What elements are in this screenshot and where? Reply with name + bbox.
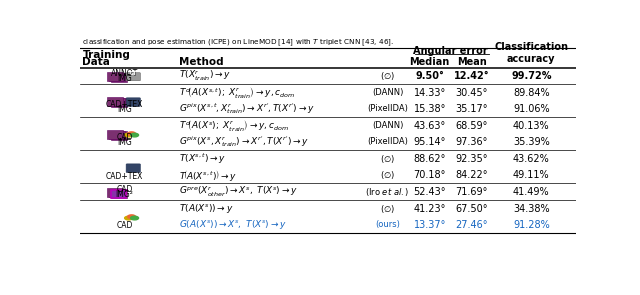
FancyBboxPatch shape [106,188,122,197]
Text: CAD: CAD [116,222,133,230]
Text: IMG: IMG [117,105,132,114]
Text: 91.06%: 91.06% [513,104,550,114]
Text: CAD+TEX: CAD+TEX [106,101,143,109]
Circle shape [127,215,136,219]
FancyBboxPatch shape [109,98,125,106]
Text: ($\varnothing$): ($\varnothing$) [380,153,395,165]
Text: (ours): (ours) [375,220,400,230]
FancyBboxPatch shape [106,97,122,106]
Text: 52.43°: 52.43° [413,187,446,197]
FancyBboxPatch shape [111,189,127,198]
Text: Data: Data [83,57,110,67]
Text: IMG: IMG [117,138,132,148]
Text: GT: GT [130,71,137,76]
Text: IMG²: IMG² [116,190,134,199]
Text: (DANN): (DANN) [372,88,403,97]
FancyBboxPatch shape [111,73,127,82]
Circle shape [131,216,138,220]
Text: 95.14°: 95.14° [413,137,446,147]
Text: CAD+TEX: CAD+TEX [106,171,143,181]
Text: ($\varnothing$): ($\varnothing$) [380,70,395,82]
FancyBboxPatch shape [126,164,140,172]
Text: $T^d\!\left(A(X^{s,t});\ X^r_{train}\right) \rightarrow y, c_{dom}$: $T^d\!\left(A(X^{s,t});\ X^r_{train}\rig… [179,85,296,100]
FancyBboxPatch shape [109,189,125,197]
Text: Median: Median [410,57,450,67]
Text: CAD: CAD [116,133,133,142]
Text: 49.11%: 49.11% [513,170,550,180]
Text: 9.50°: 9.50° [415,71,444,81]
Text: $T(X^{s,t}) \rightarrow y$: $T(X^{s,t}) \rightarrow y$ [179,152,227,166]
Text: IMG: IMG [117,74,132,83]
FancyBboxPatch shape [106,130,122,139]
Text: ($\varnothing$): ($\varnothing$) [380,169,395,181]
Text: Classification
accuracy: Classification accuracy [494,42,568,64]
Text: (PixelIDA): (PixelIDA) [367,137,408,147]
Text: ($\varnothing$): ($\varnothing$) [380,203,395,215]
Text: (Iro $et\ al.$): (Iro $et\ al.$) [365,186,410,198]
Text: CAD: CAD [116,185,133,194]
FancyBboxPatch shape [126,98,140,106]
Text: Angular error: Angular error [413,46,488,56]
FancyBboxPatch shape [111,98,127,106]
Text: 41.23°: 41.23° [413,204,446,214]
Text: 14.33°: 14.33° [413,88,446,98]
Text: 68.59°: 68.59° [456,121,488,131]
FancyBboxPatch shape [111,131,127,140]
Text: $T(A(X^s)) \rightarrow y$: $T(A(X^s)) \rightarrow y$ [179,202,234,215]
Text: classification and pose estimation (ICPE) on LineMOD [14] with $T$ triplet CNN [: classification and pose estimation (ICPE… [83,38,394,48]
Text: 99.72%: 99.72% [511,71,552,81]
Text: Training: Training [83,50,131,60]
FancyBboxPatch shape [109,130,125,139]
FancyBboxPatch shape [106,72,122,81]
Text: $T(X^r_{train}) \rightarrow y$: $T(X^r_{train}) \rightarrow y$ [179,69,231,83]
Text: Mean: Mean [457,57,486,67]
Text: 35.17°: 35.17° [456,104,488,114]
Text: 27.46°: 27.46° [456,220,488,230]
Text: 43.63°: 43.63° [413,121,446,131]
Text: 43.62%: 43.62% [513,154,550,164]
Text: $G^{pre}(X^r_{other}) \rightarrow X^s,\ T(X^s) \rightarrow y$: $G^{pre}(X^r_{other}) \rightarrow X^s,\ … [179,185,298,199]
Text: 67.50°: 67.50° [456,204,488,214]
Text: Method: Method [179,57,224,67]
Circle shape [125,216,132,220]
Text: $T\!\left(A(X^{s,t})\right) \rightarrow y$: $T\!\left(A(X^{s,t})\right) \rightarrow … [179,168,237,183]
Text: 97.36°: 97.36° [456,137,488,147]
Text: $T^d\!\left(A(X^s);\ X^r_{train}\right) \rightarrow y, c_{dom}$: $T^d\!\left(A(X^s);\ X^r_{train}\right) … [179,118,289,133]
FancyBboxPatch shape [111,190,126,198]
Text: (DANN): (DANN) [372,121,403,130]
Text: 12.42°: 12.42° [454,71,490,81]
Circle shape [127,132,136,135]
Text: 91.28%: 91.28% [513,220,550,230]
Text: 34.38%: 34.38% [513,204,550,214]
Text: 15.38°: 15.38° [413,104,446,114]
Text: 70.18°: 70.18° [413,170,446,180]
Text: 30.45°: 30.45° [456,88,488,98]
Text: 92.35°: 92.35° [456,154,488,164]
Text: 41.49%: 41.49% [513,187,550,197]
Text: ANNOT: ANNOT [111,69,138,78]
Text: 40.13%: 40.13% [513,121,550,131]
FancyBboxPatch shape [109,73,125,81]
Text: (PixelIDA): (PixelIDA) [367,104,408,114]
Text: $G^{pix}(X^{s,t}, X^r_{train}) \rightarrow X^{r'}, T(X^{r'}) \rightarrow y$: $G^{pix}(X^{s,t}, X^r_{train}) \rightarr… [179,101,315,117]
FancyBboxPatch shape [126,73,140,81]
Text: 71.69°: 71.69° [456,187,488,197]
Text: 13.37°: 13.37° [413,220,446,230]
Circle shape [131,133,138,137]
Text: 88.62°: 88.62° [413,154,446,164]
Text: 89.84%: 89.84% [513,88,550,98]
Text: $G(A(X^s)) \rightarrow X^s,\ T(X^s) \rightarrow y$: $G(A(X^s)) \rightarrow X^s,\ T(X^s) \rig… [179,219,287,232]
Text: 35.39%: 35.39% [513,137,550,147]
Circle shape [125,133,132,137]
Text: $G^{pix}(X^s, X^r_{train}) \rightarrow X^{r'}, T(X^{r'}) \rightarrow y$: $G^{pix}(X^s, X^r_{train}) \rightarrow X… [179,135,309,150]
Text: 84.22°: 84.22° [456,170,488,180]
